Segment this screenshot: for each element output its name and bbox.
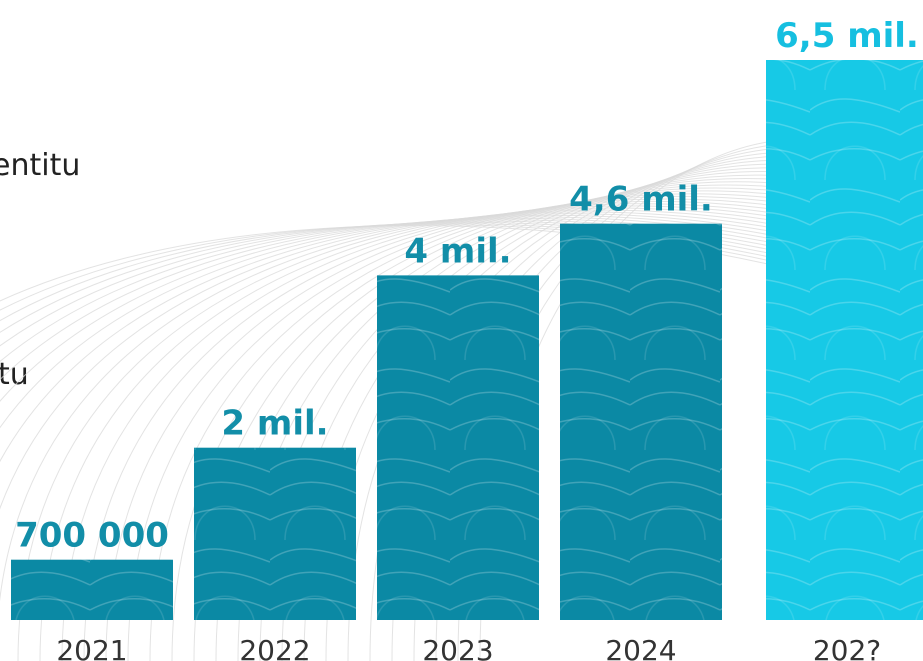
data-label-2022: 2 mil. [221, 404, 328, 444]
x-tick-label-2023: 2023 [422, 634, 493, 661]
background-arc-line [0, 225, 923, 310]
bar-texture-2023 [377, 275, 539, 620]
data-label-2021: 700 000 [15, 516, 169, 556]
data-label-202?: 6,5 mil. [775, 16, 919, 56]
bar-texture-2022 [194, 447, 356, 620]
partial-side-text-top: entitu [0, 148, 81, 183]
bar-texture-2024 [560, 223, 722, 620]
x-tick-label-2024: 2024 [605, 634, 676, 661]
data-label-2024: 4,6 mil. [569, 180, 713, 220]
x-tick-label-2021: 2021 [56, 634, 127, 661]
x-tick-label-2022: 2022 [239, 634, 310, 661]
bar-texture-2021 [11, 559, 173, 620]
bar-texture-202? [766, 60, 923, 620]
data-label-2023: 4 mil. [404, 231, 511, 271]
x-tick-label-202?: 202? [813, 634, 881, 661]
